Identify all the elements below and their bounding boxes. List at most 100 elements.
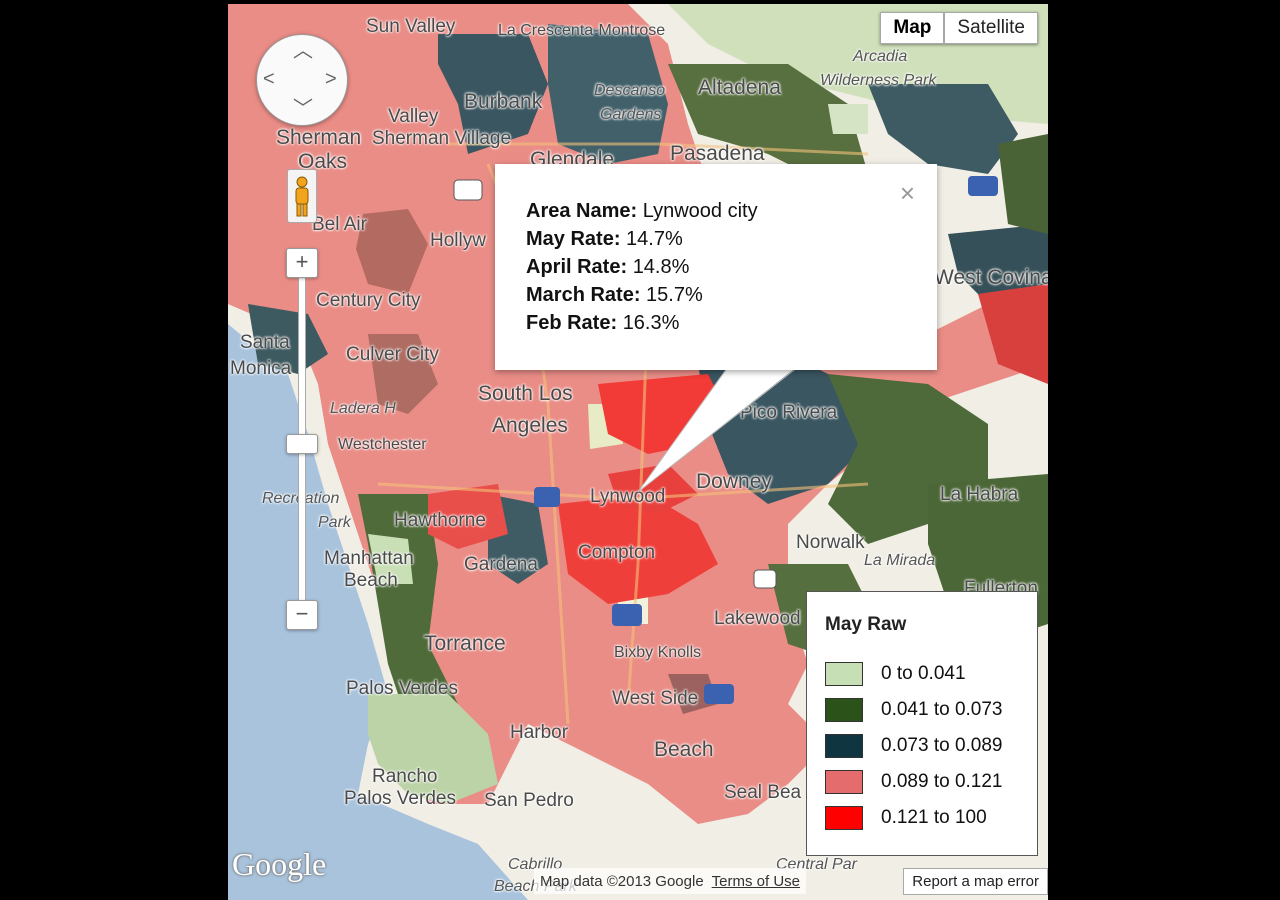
info-row-march-rate: March Rate: 15.7%: [526, 284, 758, 307]
label-beach: Beach: [344, 570, 398, 591]
info-value: 14.8%: [632, 256, 690, 278]
pan-right-icon[interactable]: >: [325, 68, 337, 90]
region-glendale[interactable]: [548, 24, 668, 164]
map-type-satellite-button[interactable]: Satellite: [944, 12, 1038, 44]
label-palos-verdes: Palos Verdes: [346, 678, 458, 699]
region-culver-city[interactable]: [368, 334, 438, 414]
shield-405: [704, 684, 734, 704]
map-data-text: Map data ©2013 Google: [540, 872, 704, 890]
label-pasadena: Pasadena: [670, 142, 765, 165]
info-row-area-name: Area Name: Lynwood city: [526, 200, 758, 223]
info-row-may-rate: May Rate: 14.7%: [526, 228, 758, 251]
legend-label: 0.089 to 0.121: [881, 771, 1003, 792]
map-canvas[interactable]: Sun Valley La Crescenta-Montrose Arcadia…: [228, 4, 1048, 900]
info-label: Area Name:: [526, 200, 638, 222]
region-burbank[interactable]: [438, 34, 548, 154]
info-label: May Rate:: [526, 228, 621, 250]
label-arcadia: Arcadia: [853, 48, 908, 65]
zoom-in-button[interactable]: +: [286, 248, 318, 278]
pan-left-icon[interactable]: <: [263, 68, 275, 90]
legend-swatch: [825, 770, 863, 794]
zoom-out-button[interactable]: −: [286, 600, 318, 630]
label-long-beach: Beach: [654, 738, 714, 761]
region-signal-hill[interactable]: [668, 674, 718, 714]
map-type-map-button[interactable]: Map: [880, 12, 945, 44]
label-burbank: Burbank: [464, 90, 543, 113]
label-sherman: Sherman: [276, 126, 362, 149]
map-type-control: Map Satellite: [880, 12, 1038, 44]
shield-101: [453, 179, 483, 201]
label-bixby-knolls: Bixby Knolls: [614, 644, 702, 661]
region-hollywood[interactable]: [356, 209, 428, 294]
label-hollywood: Hollyw: [430, 230, 486, 251]
label-valley: Valley: [388, 106, 439, 127]
legend-label: 0 to 0.041: [881, 663, 966, 684]
google-logo[interactable]: Google: [232, 846, 327, 882]
report-map-error-button[interactable]: Report a map error: [903, 868, 1048, 895]
legend-label: 0.121 to 100: [881, 807, 987, 828]
close-icon[interactable]: ×: [899, 178, 915, 208]
label-lynwood: Lynwood: [590, 486, 666, 507]
pegman-icon: [295, 176, 309, 217]
info-label: April Rate:: [526, 256, 628, 278]
label-la-habra: La Habra: [940, 484, 1019, 505]
region-santa-monica[interactable]: [248, 304, 328, 374]
shield-710: [612, 604, 642, 626]
label-san-pedro: San Pedro: [484, 790, 574, 811]
label-lakewood: Lakewood: [714, 608, 801, 629]
terms-of-use-link[interactable]: Terms of Use: [711, 872, 801, 890]
legend-item: 0.121 to 100: [825, 806, 987, 830]
legend-item: 0 to 0.041: [825, 662, 966, 686]
attribution-bar: Map data ©2013 Google Terms of Use: [534, 868, 807, 894]
label-sun-valley: Sun Valley: [366, 16, 456, 37]
region-hawthorne[interactable]: [428, 484, 508, 549]
label-rancho: Rancho: [372, 766, 438, 787]
shield-91: [753, 569, 777, 589]
legend-swatch: [825, 662, 863, 686]
legend-item: 0.089 to 0.121: [825, 770, 1003, 794]
label-gardena: Gardena: [464, 554, 538, 575]
label-altadena: Altadena: [698, 76, 781, 99]
label-sherman-village: Sherman Village: [372, 128, 512, 149]
label-century-city: Century City: [316, 290, 421, 311]
label-ladera: Ladera H: [330, 400, 396, 417]
label-norwalk: Norwalk: [796, 532, 865, 553]
info-value: 15.7%: [646, 284, 703, 306]
region-palos-verdes[interactable]: [368, 694, 498, 804]
legend-swatch: [825, 734, 863, 758]
legend-title: May Raw: [825, 614, 907, 635]
street-view-pegman[interactable]: [287, 169, 317, 223]
zoom-slider-handle[interactable]: [286, 434, 318, 454]
label-santa: Santa: [240, 332, 290, 353]
label-west-covina: West Covina: [934, 266, 1048, 289]
shield-105: [534, 487, 560, 507]
pan-down-icon[interactable]: ﹀: [293, 98, 313, 120]
legend-label: 0.041 to 0.073: [881, 699, 1003, 720]
label-culver-city: Culver City: [346, 344, 439, 365]
region-west-covina[interactable]: [948, 224, 1048, 304]
region-east[interactable]: [998, 134, 1048, 234]
label-monica: Monica: [230, 358, 292, 379]
info-label: Feb Rate:: [526, 312, 618, 334]
map-legend: May Raw 0 to 0.041 0.041 to 0.073 0.073 …: [806, 591, 1038, 856]
pan-up-icon[interactable]: ︿: [293, 40, 313, 62]
region-pasadena-east[interactable]: [868, 84, 1018, 174]
label-oaks: Oaks: [298, 150, 348, 173]
info-value: 16.3%: [622, 312, 680, 334]
label-gardens: Gardens: [600, 106, 662, 123]
region-small-1[interactable]: [828, 104, 868, 134]
pan-control[interactable]: ︿ ﹀ < >: [256, 34, 348, 126]
legend-label: 0.073 to 0.089: [881, 735, 1003, 756]
label-harbor: Harbor: [510, 722, 569, 743]
info-row-feb-rate: Feb Rate: 16.3%: [526, 312, 758, 335]
label-la-mirada: La Mirada: [864, 552, 936, 569]
label-park: Park: [318, 514, 351, 531]
region-altadena[interactable]: [668, 64, 868, 184]
label-hawthorne: Hawthorne: [394, 510, 486, 531]
label-south-los: South Los: [478, 382, 573, 405]
region-baldwin[interactable]: [978, 284, 1048, 384]
label-bel-air: Bel Air: [312, 214, 367, 235]
region-manhattan-beach[interactable]: [368, 534, 413, 584]
shield-210: [968, 176, 998, 196]
info-window: × Area Name: Lynwood city May Rate: 14.7…: [495, 164, 937, 370]
